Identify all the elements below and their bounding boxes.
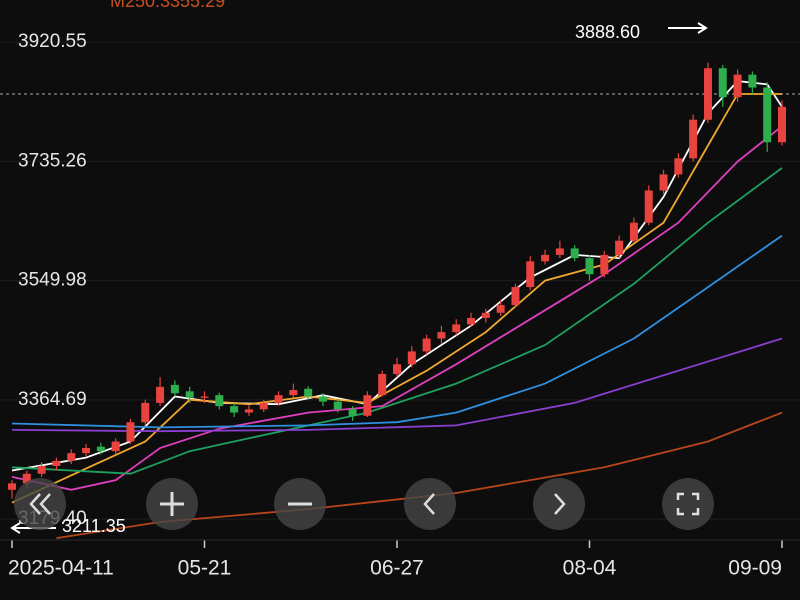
candle-body: [274, 395, 283, 403]
candle-body: [467, 317, 476, 325]
candle-body: [748, 74, 757, 88]
candle-body: [778, 106, 786, 143]
x-tick-label: 09-09: [728, 557, 782, 580]
candle-body: [215, 395, 224, 407]
candle-body: [733, 74, 742, 98]
candle-body: [67, 453, 76, 461]
candle-body: [230, 406, 239, 413]
fullscreen-button[interactable]: [662, 478, 714, 530]
ma-line: [11, 80, 783, 472]
candle-body: [378, 373, 387, 396]
candle-body: [481, 312, 490, 318]
candle-body: [318, 396, 327, 402]
candle-body: [763, 87, 772, 143]
candle-body: [659, 174, 668, 191]
y-tick-label: 3735.26: [18, 150, 87, 171]
ma-line: [11, 234, 783, 429]
zoom-out-button[interactable]: [274, 478, 326, 530]
candle-body: [674, 158, 683, 175]
candle-body: [156, 386, 165, 403]
candle-body: [333, 401, 342, 410]
candle-body: [289, 390, 298, 396]
candle-body: [437, 332, 446, 339]
scroll-left-button[interactable]: [404, 478, 456, 530]
candle-body: [185, 391, 194, 398]
candle-body: [126, 422, 135, 442]
candle-body: [644, 190, 653, 223]
candle-body: [348, 409, 357, 416]
candle-body: [393, 364, 401, 374]
scroll-start-button[interactable]: [14, 478, 66, 530]
candle-body: [585, 258, 594, 275]
candle-body: [22, 473, 31, 484]
candle-body: [570, 248, 579, 259]
ma-line: [11, 125, 783, 491]
toolbar: [14, 478, 714, 530]
ma-line: [11, 167, 783, 475]
candle-body: [304, 388, 313, 397]
candle-body: [82, 447, 91, 454]
candle-body: [111, 441, 120, 452]
scroll-right-button[interactable]: [533, 478, 585, 530]
candle-body: [511, 287, 520, 306]
x-tick-label: 05-21: [178, 557, 232, 580]
y-tick-label: 3549.98: [18, 270, 87, 291]
candle-body: [363, 395, 372, 416]
candle-body: [259, 402, 268, 410]
candle-body: [200, 396, 209, 398]
low-annotation: 3211.35: [62, 516, 126, 536]
x-tick-label: 2025-04-11: [8, 557, 114, 580]
candle-body: [170, 384, 179, 394]
plot-area: 3920.553735.263549.983364.693179.402025-…: [0, 31, 800, 580]
candle-body: [615, 240, 624, 255]
candle-body: [452, 324, 461, 333]
candle-body: [703, 68, 712, 120]
candle-body: [496, 305, 505, 313]
high-annotation: 3888.60: [575, 22, 640, 42]
candle-body: [526, 261, 535, 288]
candle-body: [600, 254, 609, 275]
ma-label: M250:3355.29: [110, 0, 225, 11]
candle-body: [629, 222, 638, 241]
candle-body: [689, 119, 698, 159]
candle-body: [52, 460, 61, 466]
zoom-in-button[interactable]: [146, 478, 198, 530]
candle-body: [422, 338, 431, 352]
x-tick-label: 06-27: [370, 557, 424, 580]
y-tick-label: 3920.55: [18, 31, 87, 52]
candle-body: [96, 446, 105, 452]
candle-body: [37, 465, 46, 474]
x-tick-label: 08-04: [563, 557, 617, 580]
candle-body: [555, 248, 564, 255]
candle-body: [141, 402, 150, 423]
ma-line: [11, 337, 783, 433]
candle-body: [718, 68, 727, 98]
y-tick-label: 3364.69: [18, 389, 87, 410]
candle-body: [541, 254, 550, 262]
candle-body: [244, 409, 253, 413]
candle-body: [407, 351, 416, 365]
high-arrow: [668, 22, 708, 34]
candle-body: [8, 483, 16, 490]
